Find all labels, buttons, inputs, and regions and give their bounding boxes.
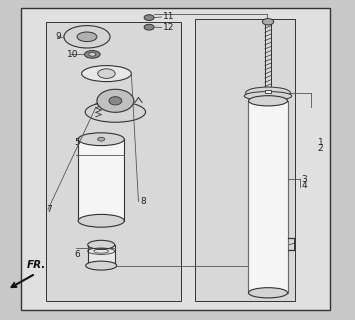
Ellipse shape (144, 24, 154, 30)
Text: 9: 9 (55, 32, 61, 41)
Text: 6: 6 (75, 250, 80, 259)
Ellipse shape (89, 53, 96, 56)
Ellipse shape (86, 261, 117, 270)
Ellipse shape (78, 214, 124, 227)
Ellipse shape (82, 66, 131, 82)
Ellipse shape (248, 96, 288, 106)
Ellipse shape (64, 26, 110, 48)
Ellipse shape (248, 288, 288, 298)
Ellipse shape (144, 15, 154, 20)
Text: 11: 11 (163, 12, 175, 21)
Ellipse shape (77, 32, 97, 42)
Ellipse shape (246, 87, 290, 99)
Text: FR.: FR. (27, 260, 46, 270)
Ellipse shape (244, 92, 292, 100)
Bar (21, 8, 330, 310)
Bar (265, 90, 271, 93)
Bar (248, 101, 288, 293)
Ellipse shape (109, 97, 122, 105)
Text: 8: 8 (140, 197, 146, 206)
Text: 7: 7 (46, 205, 52, 214)
Ellipse shape (262, 19, 274, 25)
Ellipse shape (98, 69, 115, 78)
Bar (88, 245, 115, 266)
Text: 10: 10 (67, 50, 79, 59)
Text: 3: 3 (302, 175, 307, 184)
Text: 4: 4 (302, 181, 307, 190)
Ellipse shape (97, 89, 134, 112)
Ellipse shape (84, 51, 100, 58)
Text: 2: 2 (318, 144, 323, 153)
Text: 5: 5 (75, 138, 80, 147)
Bar (46, 22, 181, 301)
Ellipse shape (78, 133, 124, 146)
Bar (78, 139, 124, 221)
Text: 1: 1 (318, 138, 323, 147)
Ellipse shape (88, 240, 115, 249)
Ellipse shape (85, 102, 146, 122)
Ellipse shape (98, 137, 105, 141)
Text: 12: 12 (163, 23, 175, 32)
Bar (195, 19, 295, 301)
